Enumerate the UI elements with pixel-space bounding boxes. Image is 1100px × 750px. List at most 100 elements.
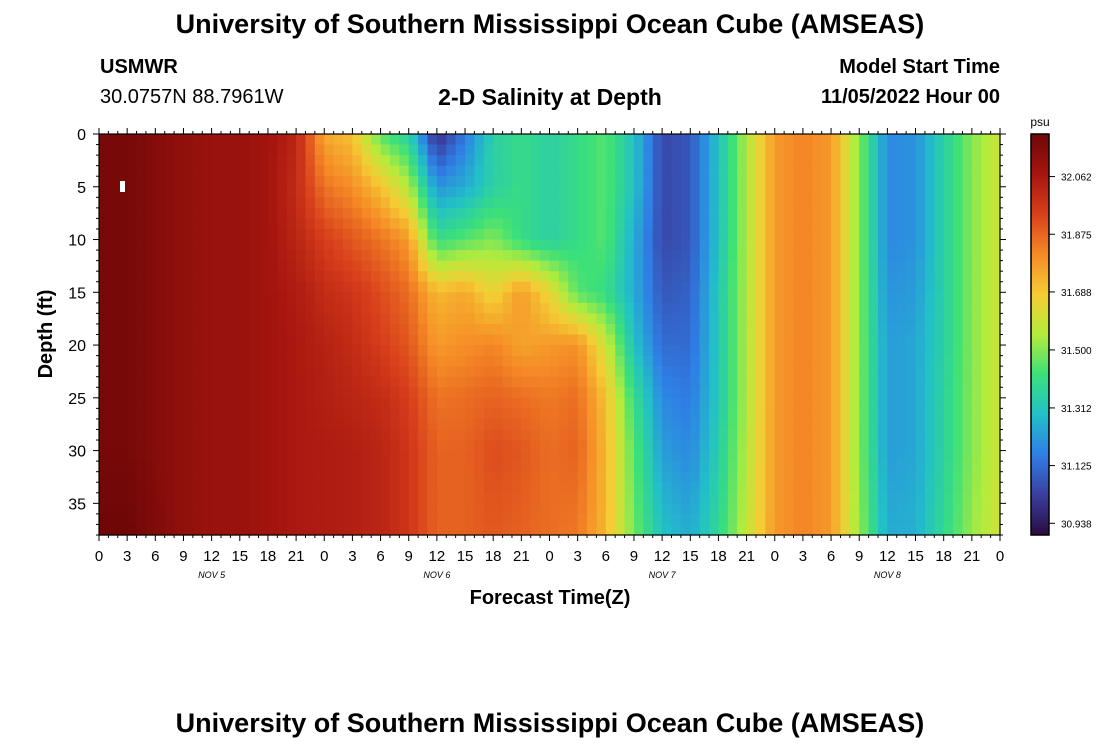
heatmap-cell bbox=[587, 271, 598, 283]
heatmap-cell bbox=[230, 134, 241, 146]
heatmap-cell bbox=[737, 313, 748, 325]
heatmap-cell bbox=[643, 461, 654, 473]
heatmap-cell bbox=[709, 144, 720, 156]
heatmap-cell bbox=[915, 461, 926, 473]
heatmap-cell bbox=[286, 260, 297, 272]
heatmap-cell bbox=[108, 260, 119, 272]
heatmap-cell bbox=[577, 218, 588, 230]
heatmap-cell bbox=[840, 366, 851, 378]
heatmap-cell bbox=[352, 271, 363, 283]
heatmap-cell bbox=[971, 218, 982, 230]
heatmap-cell bbox=[408, 186, 419, 198]
heatmap-cell bbox=[596, 345, 607, 357]
heatmap-cell bbox=[155, 429, 166, 441]
heatmap-cell bbox=[239, 207, 250, 220]
heatmap-cell bbox=[558, 366, 569, 378]
heatmap-cell bbox=[727, 461, 738, 473]
heatmap-cell bbox=[408, 239, 419, 251]
heatmap-cell bbox=[802, 250, 813, 262]
heatmap-cell bbox=[990, 250, 1001, 262]
heatmap-cell bbox=[821, 218, 832, 230]
heatmap-cell bbox=[296, 165, 307, 177]
heatmap-cell bbox=[765, 228, 776, 241]
heatmap-cell bbox=[305, 482, 316, 494]
heatmap-cell bbox=[127, 429, 138, 441]
heatmap-cell bbox=[333, 355, 344, 367]
heatmap-cell bbox=[971, 366, 982, 378]
heatmap-cell bbox=[877, 186, 888, 198]
heatmap-cell bbox=[136, 334, 147, 346]
heatmap-cell bbox=[296, 450, 307, 462]
heatmap-cell bbox=[361, 355, 372, 367]
heatmap-cell bbox=[605, 471, 616, 483]
heatmap-cell bbox=[380, 271, 391, 283]
heatmap-cell bbox=[202, 281, 213, 293]
heatmap-cell bbox=[258, 292, 269, 304]
heatmap-cell bbox=[305, 461, 316, 473]
heatmap-cell bbox=[943, 207, 954, 220]
heatmap-cell bbox=[765, 450, 776, 462]
heatmap-cell bbox=[117, 207, 128, 220]
heatmap-cell bbox=[605, 334, 616, 346]
heatmap-cell bbox=[943, 323, 954, 336]
heatmap-cell bbox=[108, 492, 119, 504]
heatmap-cell bbox=[211, 239, 222, 251]
heatmap-cell bbox=[389, 250, 400, 262]
heatmap-cell bbox=[314, 418, 325, 431]
heatmap-cell bbox=[709, 313, 720, 325]
heatmap-cell bbox=[877, 207, 888, 220]
heatmap-cell bbox=[624, 186, 635, 198]
heatmap-cell bbox=[277, 366, 288, 378]
heatmap-cell bbox=[737, 134, 748, 146]
heatmap-cell bbox=[784, 471, 795, 483]
heatmap-cell bbox=[164, 334, 175, 346]
heatmap-cell bbox=[127, 134, 138, 146]
heatmap-cell bbox=[202, 186, 213, 198]
heatmap-cell bbox=[990, 345, 1001, 357]
heatmap-cell bbox=[446, 482, 457, 494]
heatmap-cell bbox=[333, 313, 344, 325]
heatmap-cell bbox=[718, 461, 729, 473]
heatmap-cell bbox=[127, 376, 138, 388]
heatmap-cell bbox=[605, 524, 616, 536]
heatmap-cell bbox=[399, 323, 410, 336]
heatmap-cell bbox=[690, 440, 701, 452]
heatmap-cell bbox=[286, 134, 297, 146]
heatmap-cell bbox=[746, 134, 757, 146]
heatmap-cell bbox=[587, 302, 598, 314]
heatmap-cell bbox=[652, 239, 663, 251]
heatmap-cell bbox=[802, 503, 813, 515]
heatmap-cell bbox=[821, 503, 832, 515]
heatmap-cell bbox=[99, 165, 109, 177]
heatmap-cell bbox=[117, 461, 128, 473]
heatmap-cell bbox=[934, 461, 945, 473]
heatmap-cell bbox=[953, 355, 964, 367]
heatmap-cell bbox=[549, 218, 560, 230]
heatmap-cell bbox=[662, 218, 673, 230]
heatmap-cell bbox=[615, 313, 626, 325]
heatmap-cell bbox=[755, 524, 766, 536]
heatmap-cell bbox=[915, 376, 926, 388]
heatmap-cell bbox=[511, 207, 522, 220]
heatmap-cell bbox=[633, 292, 644, 304]
heatmap-cell bbox=[755, 197, 766, 209]
heatmap-cell bbox=[136, 450, 147, 462]
heatmap-cell bbox=[296, 461, 307, 473]
heatmap-cell bbox=[962, 366, 973, 378]
heatmap-cell bbox=[230, 313, 241, 325]
heatmap-cell bbox=[267, 408, 278, 420]
heatmap-cell bbox=[962, 334, 973, 346]
heatmap-cell bbox=[408, 366, 419, 378]
heatmap-cell bbox=[174, 239, 185, 251]
heatmap-cell bbox=[343, 292, 354, 304]
heatmap-cell bbox=[230, 292, 241, 304]
heatmap-cell bbox=[746, 165, 757, 177]
heatmap-cell bbox=[605, 239, 616, 251]
heatmap-cell bbox=[511, 271, 522, 283]
heatmap-cell bbox=[230, 260, 241, 272]
heatmap-cell bbox=[934, 155, 945, 167]
heatmap-cell bbox=[493, 450, 504, 462]
heatmap-cell bbox=[286, 355, 297, 367]
heatmap-cell bbox=[211, 440, 222, 452]
heatmap-cell bbox=[474, 292, 485, 304]
